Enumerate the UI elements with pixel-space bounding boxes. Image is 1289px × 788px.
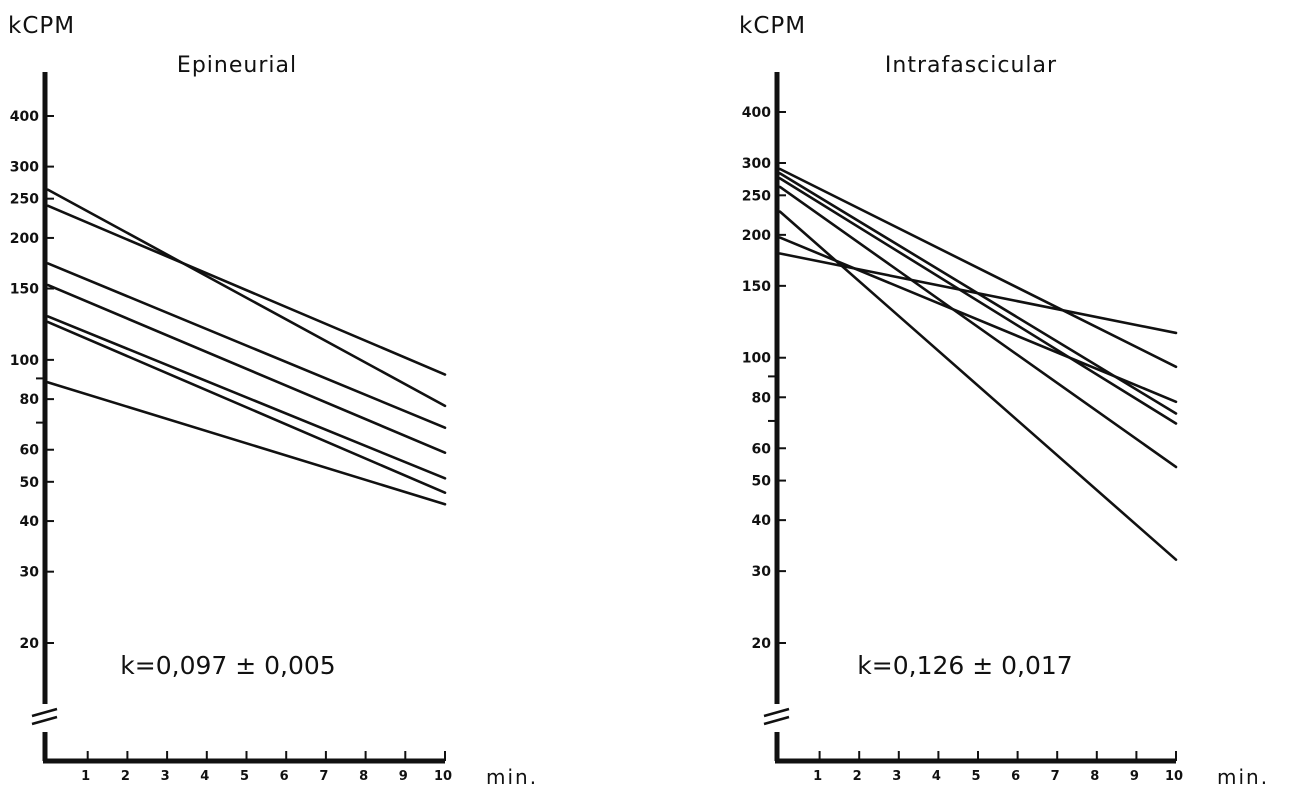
y-tick-label: 50 (20, 475, 40, 491)
x-tick-label: 4 (200, 769, 209, 784)
series-line-5 (778, 236, 1178, 404)
y-tick-label: 100 (742, 351, 771, 367)
x-tick-label: 6 (280, 769, 289, 784)
series-line-2 (46, 262, 447, 430)
x-tick-label: 2 (121, 769, 130, 784)
y-tick-label: 100 (10, 353, 39, 369)
rate-constant-annotation: k=0,097 ± 0,005 (120, 651, 335, 680)
x-tick-label: 10 (1165, 769, 1183, 784)
axis-break-mark (763, 715, 790, 726)
y-axis-label: kCPM (739, 13, 806, 39)
series-line-1 (46, 204, 447, 376)
x-axis-unit-label: min. (1217, 765, 1269, 788)
chart-panel-1: 20 30 40 50 60 80 100 150 200 250 300 400 1 2 3 4 5 6 7 8 9 1… (739, 13, 1269, 788)
series-line-0 (778, 167, 1178, 369)
series-line-5 (46, 320, 447, 494)
series-line-3 (778, 185, 1178, 469)
chart-title: Intrafascicular (885, 53, 1057, 78)
x-tick-label: 3 (161, 769, 170, 784)
y-tick-label: 60 (752, 441, 772, 457)
series-line-4 (778, 210, 1178, 561)
y-tick-label: 20 (20, 636, 40, 652)
y-axis-label: kCPM (8, 13, 75, 39)
x-tick-label: 8 (1090, 769, 1099, 784)
series-line-3 (46, 283, 447, 454)
x-tick-label: 5 (971, 769, 980, 784)
y-tick-label: 50 (752, 474, 772, 490)
x-tick-label: 3 (892, 769, 901, 784)
y-tick-label: 20 (752, 636, 772, 652)
x-tick-label: 2 (853, 769, 862, 784)
y-tick-label: 150 (742, 279, 771, 295)
y-tick-label: 200 (742, 228, 771, 244)
x-tick-label: 10 (434, 769, 452, 784)
x-axis-unit-label: min. (486, 765, 538, 788)
y-tick-label: 250 (10, 192, 39, 208)
y-tick-label: 150 (10, 282, 39, 298)
series-line-0 (46, 188, 447, 408)
x-tick-label: 5 (240, 769, 249, 784)
y-tick-label: 400 (10, 109, 39, 125)
series-line-4 (46, 315, 447, 480)
x-tick-label: 9 (1130, 769, 1139, 784)
y-tick-label: 400 (742, 105, 771, 121)
y-tick-label: 40 (20, 514, 40, 530)
y-tick-label: 40 (752, 513, 772, 529)
x-tick-label: 7 (319, 769, 328, 784)
rate-constant-annotation: k=0,126 ± 0,017 (857, 651, 1072, 680)
chart-panel-0: 20 30 40 50 60 80 100 150 200 250 300 400 1 2 3 4 5 6 7 8 9 1… (8, 13, 538, 788)
axis-break-mark (31, 715, 58, 726)
y-tick-label: 200 (10, 231, 39, 247)
y-tick-label: 300 (10, 160, 39, 176)
axis-break-mark (763, 707, 790, 718)
chart-title: Epineurial (177, 53, 297, 78)
x-tick-label: 1 (813, 769, 822, 784)
y-tick-label: 250 (742, 188, 771, 204)
y-tick-label: 60 (20, 443, 40, 459)
series-line-6 (778, 252, 1178, 335)
x-tick-label: 9 (399, 769, 408, 784)
x-tick-label: 8 (359, 769, 368, 784)
y-tick-label: 80 (20, 392, 40, 408)
y-tick-label: 30 (20, 565, 40, 581)
axis-break-mark (31, 707, 58, 718)
x-tick-label: 6 (1011, 769, 1020, 784)
x-tick-label: 4 (932, 769, 941, 784)
y-tick-label: 30 (752, 564, 772, 580)
y-tick-label: 300 (742, 156, 771, 172)
x-tick-label: 1 (81, 769, 90, 784)
series-line-6 (46, 381, 447, 506)
y-tick-label: 80 (752, 390, 772, 406)
series-line-2 (778, 177, 1178, 425)
x-tick-label: 7 (1051, 769, 1060, 784)
